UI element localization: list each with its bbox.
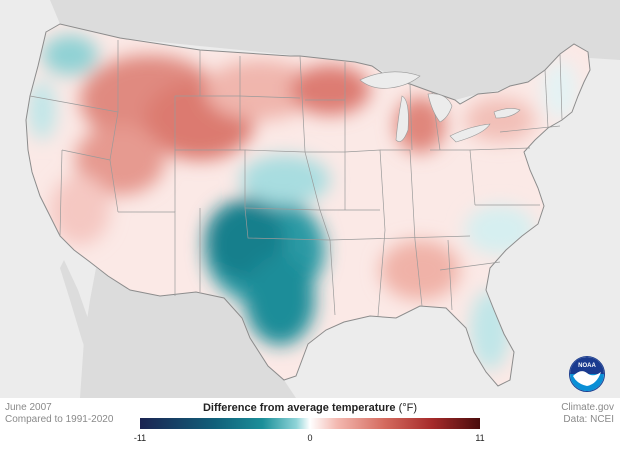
footer: June 2007 Compared to 1991-2020 Differen… <box>0 398 620 450</box>
noaa-logo-text: NOAA <box>578 363 596 369</box>
legend-mid-label: 0 <box>307 433 313 443</box>
lake-michigan <box>395 95 409 142</box>
date-label: June 2007 <box>5 402 52 413</box>
legend-min-label: -11 <box>133 433 147 443</box>
baja-peninsula <box>60 260 104 380</box>
noaa-logo: NOAA <box>569 356 605 392</box>
lake-superior <box>359 71 421 89</box>
lake-erie <box>449 123 491 143</box>
us-outline <box>25 23 591 387</box>
legend-unit: (°F) <box>398 402 418 414</box>
legend-color-bar <box>140 418 480 429</box>
legend-title: Difference from average temperature (°F) <box>140 402 480 414</box>
legend-max-label: 11 <box>475 433 485 443</box>
state-borders <box>29 40 563 317</box>
us-map-svg <box>25 0 620 398</box>
data-source-label: Data: NCEI <box>563 414 614 425</box>
great-lakes <box>359 71 521 143</box>
meta-right: Climate.gov Data: NCEI <box>561 402 614 426</box>
temperature-anomaly-map <box>25 0 620 398</box>
legend-title-text: Difference from average temperature <box>202 402 396 414</box>
meta-left: June 2007 Compared to 1991-2020 <box>5 402 113 426</box>
baseline-label: Compared to 1991-2020 <box>5 414 114 425</box>
canada-landmass <box>50 0 620 100</box>
mexico-landmass <box>80 268 296 398</box>
source-label: Climate.gov <box>561 402 614 413</box>
lake-huron <box>427 93 453 123</box>
lake-ontario <box>493 108 521 119</box>
